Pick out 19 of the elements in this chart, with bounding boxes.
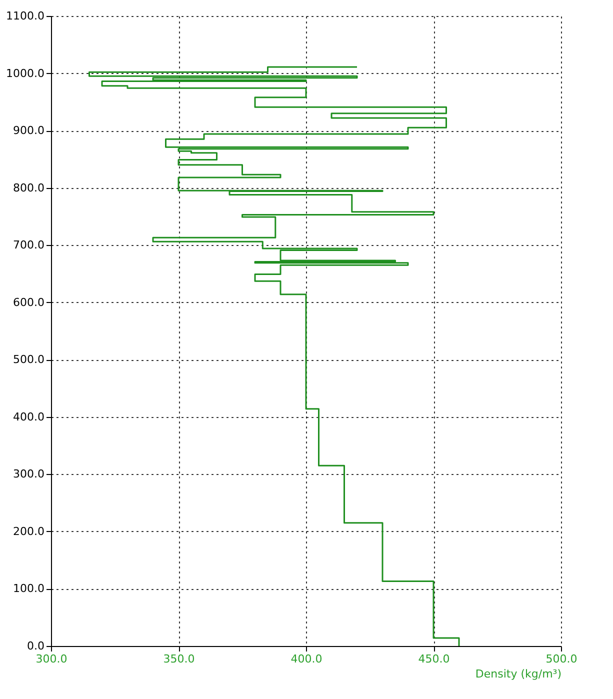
x-tick-label: 400.0 xyxy=(290,652,322,666)
y-tick-label: 900.0 xyxy=(13,124,44,138)
y-tick-label: 200.0 xyxy=(13,524,44,538)
x-tick-label: 350.0 xyxy=(163,652,195,666)
y-tick-label: 1000.0 xyxy=(6,66,44,80)
x-tick-label: 450.0 xyxy=(418,652,450,666)
y-tick-label: 800.0 xyxy=(13,181,44,194)
y-tick-label: 400.0 xyxy=(13,410,44,424)
y-tick-label: 600.0 xyxy=(13,296,44,309)
x-tick-label: 500.0 xyxy=(546,652,578,666)
y-tick-label: 1100.0 xyxy=(6,10,44,22)
line-series xyxy=(88,66,460,647)
y-tick-label: 100.0 xyxy=(13,582,44,596)
x-tick-label: 300.0 xyxy=(36,652,68,666)
y-tick-label: 700.0 xyxy=(13,238,44,252)
y-tick-label: 500.0 xyxy=(13,353,44,366)
x-axis-title: Density (kg/m³) xyxy=(475,668,562,680)
y-tick-label: 0.0 xyxy=(27,640,44,652)
y-tick-label: 300.0 xyxy=(13,468,44,481)
